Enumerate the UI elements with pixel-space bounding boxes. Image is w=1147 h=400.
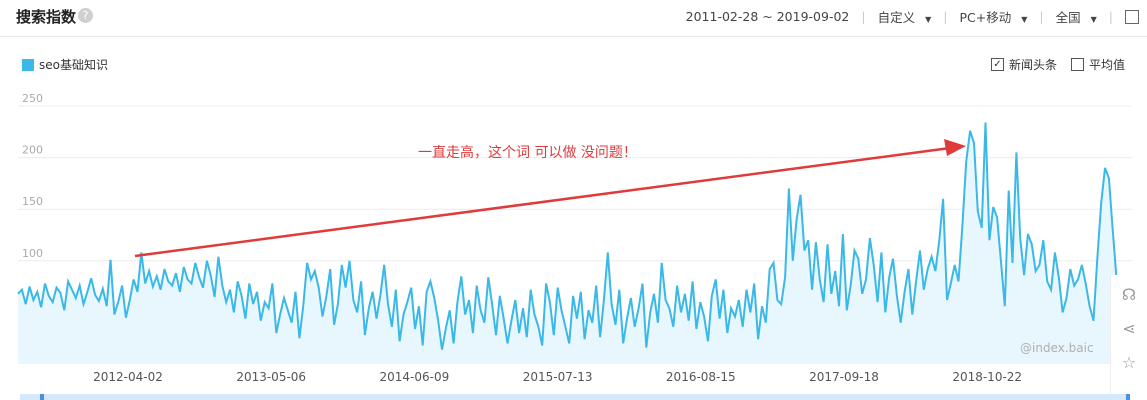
annotation-arrow-line (134, 146, 951, 258)
average-label: 平均值 (1088, 58, 1125, 72)
x-tick-label: 2017-09-18 (809, 370, 879, 384)
page-title: 搜索指数 (16, 8, 77, 26)
header-bar: 搜索指数 ? 2011-02-28 ~ 2019-09-02 | 自定义 ▼ | … (0, 0, 1147, 37)
annotation-text: 一直走高，这个词 可以做 没问题！ (418, 144, 637, 161)
toolbar: 2011-02-28 ~ 2019-09-02 | 自定义 ▼ | PC+移动 ▼ … (686, 7, 1139, 26)
side-toolbar: ☊ ⋖ ☆ (1110, 275, 1147, 400)
legend-swatch (22, 58, 34, 71)
caret-down-icon: ▼ (1090, 15, 1097, 24)
x-tick-labels: 2012-04-02 2013-05-06 2014-06-09 2015-07-13… (93, 370, 1142, 384)
y-tick-label: 250 (22, 92, 43, 105)
x-tick-label: 2013-05-06 (236, 370, 306, 384)
x-tick-label: 2016-08-15 (666, 370, 736, 384)
x-tick-label: 2012-04-02 (93, 370, 163, 384)
caret-down-icon: ▼ (1021, 15, 1028, 24)
chart-options: ✓ 新闻头条 平均值 (977, 56, 1125, 73)
caret-down-icon: ▼ (925, 15, 932, 24)
checkbox-checked-icon[interactable]: ✓ (990, 58, 1004, 71)
y-tick-label: 150 (22, 195, 43, 208)
external-link-icon[interactable] (1125, 9, 1139, 24)
checkbox-icon[interactable] (1070, 58, 1084, 71)
x-tick-label: 2014-06-09 (380, 370, 450, 384)
scroll-handle-left[interactable] (40, 394, 44, 400)
scroll-handle-right[interactable] (1126, 394, 1130, 400)
series-line[interactable] (17, 122, 1133, 350)
average-toggle[interactable]: 平均值 (1070, 56, 1125, 73)
chart-legend[interactable]: seo基础知识 (22, 56, 108, 73)
divider: | (943, 9, 948, 24)
custom-range-label: 自定义 (877, 10, 916, 25)
headset-icon[interactable]: ☊ (1121, 285, 1137, 304)
custom-range-dropdown[interactable]: 自定义 ▼ (878, 7, 932, 26)
series-area (18, 122, 1132, 364)
y-tick-label: 100 (22, 247, 43, 260)
share-icon[interactable]: ⋖ (1122, 319, 1136, 338)
y-tick-label: 200 (22, 144, 43, 157)
date-range-label[interactable]: 2011-02-28 ~ 2019-09-02 (685, 9, 850, 24)
region-dropdown[interactable]: 全国 ▼ (1056, 7, 1097, 26)
divider: | (861, 9, 866, 24)
divider: | (1108, 9, 1113, 24)
star-icon[interactable]: ☆ (1121, 353, 1137, 372)
region-label: 全国 (1055, 10, 1081, 25)
x-tick-label: 2015-07-13 (523, 370, 593, 384)
device-dropdown[interactable]: PC+移动 ▼ (959, 7, 1027, 26)
device-label: PC+移动 (959, 10, 1012, 25)
watermark: @index.baic (1020, 341, 1094, 355)
x-tick-label: 2018-10-22 (952, 370, 1022, 384)
question-icon[interactable]: ? (78, 8, 93, 23)
range-scrollbar[interactable] (20, 394, 1130, 400)
annotation-arrow-head (944, 139, 966, 156)
news-toggle[interactable]: ✓ 新闻头条 (990, 56, 1057, 73)
y-tick-labels: 100 150 200 250 (22, 92, 43, 260)
divider: | (1039, 9, 1044, 24)
news-label: 新闻头条 (1008, 58, 1057, 72)
legend-series-name: seo基础知识 (39, 58, 108, 72)
